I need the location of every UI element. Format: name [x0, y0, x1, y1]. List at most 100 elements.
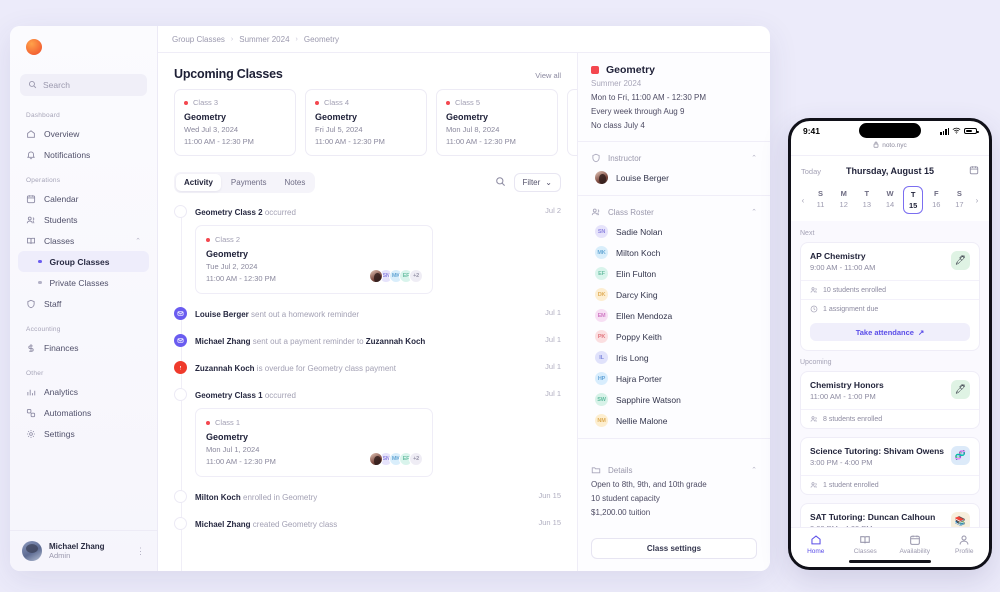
tabbar-item-availability[interactable]: Availability: [890, 533, 940, 555]
week-day[interactable]: T 13: [857, 186, 877, 214]
sidebar-item-label: Classes: [44, 235, 75, 246]
sidebar-item-staff[interactable]: Staff: [18, 293, 149, 314]
week-day[interactable]: S 17: [949, 186, 969, 214]
feed-search-icon[interactable]: [495, 174, 506, 192]
week-day[interactable]: M 12: [834, 186, 854, 214]
sidebar-item-classes[interactable]: Classes ⌃: [18, 230, 149, 251]
class-settings-button[interactable]: Class settings: [591, 538, 757, 559]
tabbar-item-home[interactable]: Home: [791, 533, 841, 555]
breadcrumb-item[interactable]: Summer 2024: [239, 34, 290, 44]
week-day[interactable]: W 14: [880, 186, 900, 214]
kebab-icon[interactable]: ⋮: [136, 545, 145, 556]
tab-activity[interactable]: Activity: [176, 174, 221, 191]
class-date: Fri Jul 5, 2024: [315, 125, 363, 134]
student-name: Poppy Keith: [616, 331, 662, 342]
bullet-icon: [174, 388, 187, 401]
class-card[interactable]: Class 5 Geometry Mon Jul 8, 2024 11:00 AM -…: [436, 89, 558, 156]
next-label: Next: [800, 230, 815, 237]
bullet-icon: [38, 280, 42, 285]
bullet-icon: [174, 205, 187, 218]
chevron-up-icon[interactable]: ⌃: [751, 155, 757, 162]
class-card[interactable]: Class 4 Geometry Fri Jul 5, 2024 11:00 AM -…: [305, 89, 427, 156]
schedule-card[interactable]: AP Chemistry 9:00 AM - 11:00 AM 🖊 10 studen…: [800, 242, 980, 351]
class-event-card[interactable]: Class 2 Geometry Tue Jul 2, 2024 11:00 AM -…: [195, 225, 433, 294]
users-icon: [810, 415, 818, 423]
search-input[interactable]: Search: [20, 74, 147, 96]
activity-item: Geometry Class 2 occurred Jul 2 Class 2 Geo…: [174, 199, 561, 301]
instructor-row[interactable]: Louise Berger: [591, 171, 757, 184]
tab-payments[interactable]: Payments: [230, 178, 267, 187]
tabbar-item-profile[interactable]: Profile: [940, 533, 990, 555]
roster-item[interactable]: NM Nellie Malone: [591, 414, 757, 427]
sidebar-item-automations[interactable]: Automations: [18, 402, 149, 423]
sidebar-item-label: Calendar: [44, 193, 79, 204]
sidebar-item-overview[interactable]: Overview: [18, 123, 149, 144]
view-all-link[interactable]: View all: [535, 71, 561, 80]
roster-item[interactable]: EM Ellen Mendoza: [591, 309, 757, 322]
sidebar-item-notifications[interactable]: Notifications: [18, 144, 149, 165]
roster-header[interactable]: Class Roster ⌃: [591, 207, 757, 217]
roster-item[interactable]: HP Hajra Porter: [591, 372, 757, 385]
user-menu[interactable]: Michael Zhang Admin ⋮: [10, 530, 157, 571]
roster-item[interactable]: EF Elin Fulton: [591, 267, 757, 280]
activity-date: Jul 2: [545, 206, 561, 215]
sidebar-group-label: Dashboard: [26, 112, 61, 119]
roster-item[interactable]: MK Milton Koch: [591, 246, 757, 259]
prev-week-button[interactable]: ‹: [801, 195, 805, 205]
sidebar-item-private-classes[interactable]: Private Classes: [18, 272, 149, 293]
activity-actor: Geometry Class 2: [195, 208, 263, 217]
activity-item: Milton Koch enrolled in Geometry Jun 15: [174, 484, 561, 511]
breadcrumb-item[interactable]: Geometry: [303, 34, 339, 44]
card-meta-row: 10 students enrolled: [801, 280, 979, 299]
card-time: 11:00 AM - 1:00 PM: [810, 392, 876, 401]
week-day[interactable]: F 16: [926, 186, 946, 214]
class-card[interactable]: Class 3 Geometry Wed Jul 3, 2024 11:00 AM -…: [174, 89, 296, 156]
activity-date: Jun 15: [538, 491, 561, 500]
today-link[interactable]: Today: [801, 166, 822, 176]
details-header[interactable]: Details ⌃: [591, 465, 757, 475]
roster-item[interactable]: DK Darcy King: [591, 288, 757, 301]
attendee-avatars[interactable]: SN MK EF +2: [369, 269, 423, 283]
schedule-card[interactable]: SAT Tutoring: Duncan Calhoun 3:00 PM - 4:…: [800, 503, 980, 527]
instructor-header[interactable]: Instructor ⌃: [591, 153, 757, 163]
users-icon: [591, 207, 601, 217]
class-event-card[interactable]: Class 1 Geometry Mon Jul 1, 2024 11:00 AM -…: [195, 408, 433, 477]
chevron-up-icon[interactable]: ⌃: [751, 467, 757, 474]
roster-item[interactable]: IL Iris Long: [591, 351, 757, 364]
attendee-avatars[interactable]: SN MK EF +2: [369, 452, 423, 466]
class-card[interactable]: ClaGeorTue J11:00: [567, 89, 577, 156]
activity-text: Zuzannah Koch is overdue for Geometry cl…: [195, 364, 396, 373]
shield-icon: [26, 299, 36, 309]
phone-mockup: 9:41 noto.nyc Toda: [788, 118, 992, 570]
week-day-selected[interactable]: T 15: [903, 186, 924, 214]
sidebar-item-students[interactable]: Students: [18, 209, 149, 230]
tabbar-item-classes[interactable]: Classes: [841, 533, 891, 555]
sidebar-item-group-classes[interactable]: Group Classes: [18, 251, 149, 272]
address-bar[interactable]: noto.nyc: [791, 141, 989, 155]
activity-text: Geometry Class 2 occurred: [195, 208, 296, 217]
roster-item[interactable]: PK Poppy Keith: [591, 330, 757, 343]
chevron-up-icon[interactable]: ⌃: [135, 237, 141, 245]
sidebar-item-calendar[interactable]: Calendar: [18, 188, 149, 209]
week-day[interactable]: S 11: [811, 186, 831, 214]
status-dot-icon: [206, 420, 210, 425]
app-window: Search Dashboard Overview Notifications Ope…: [10, 26, 770, 571]
schedule-card[interactable]: Chemistry Honors 11:00 AM - 1:00 PM 🖊 8 stu…: [800, 371, 980, 429]
breadcrumb-item[interactable]: Group Classes: [172, 34, 225, 44]
calendar-icon[interactable]: [945, 162, 979, 180]
roster-item[interactable]: SN Sadie Nolan: [591, 225, 757, 238]
sidebar-item-finances[interactable]: Finances: [18, 337, 149, 358]
chevron-up-icon[interactable]: ⌃: [751, 209, 757, 216]
home-indicator: [849, 560, 931, 563]
roster-item[interactable]: SW Sapphire Watson: [591, 393, 757, 406]
filter-button[interactable]: Filter ⌄: [513, 173, 561, 192]
sidebar-item-settings[interactable]: Settings: [18, 423, 149, 444]
take-attendance-button[interactable]: Take attendance ↗: [810, 323, 970, 341]
next-week-button[interactable]: ›: [975, 195, 979, 205]
tab-notes[interactable]: Notes: [284, 178, 306, 187]
users-icon: [26, 215, 36, 225]
breadcrumb-separator: ›: [230, 35, 234, 43]
schedule-card[interactable]: Science Tutoring: Shivam Owens 3:00 PM - …: [800, 437, 980, 495]
brand-logo[interactable]: [10, 26, 157, 68]
sidebar-item-analytics[interactable]: Analytics: [18, 381, 149, 402]
